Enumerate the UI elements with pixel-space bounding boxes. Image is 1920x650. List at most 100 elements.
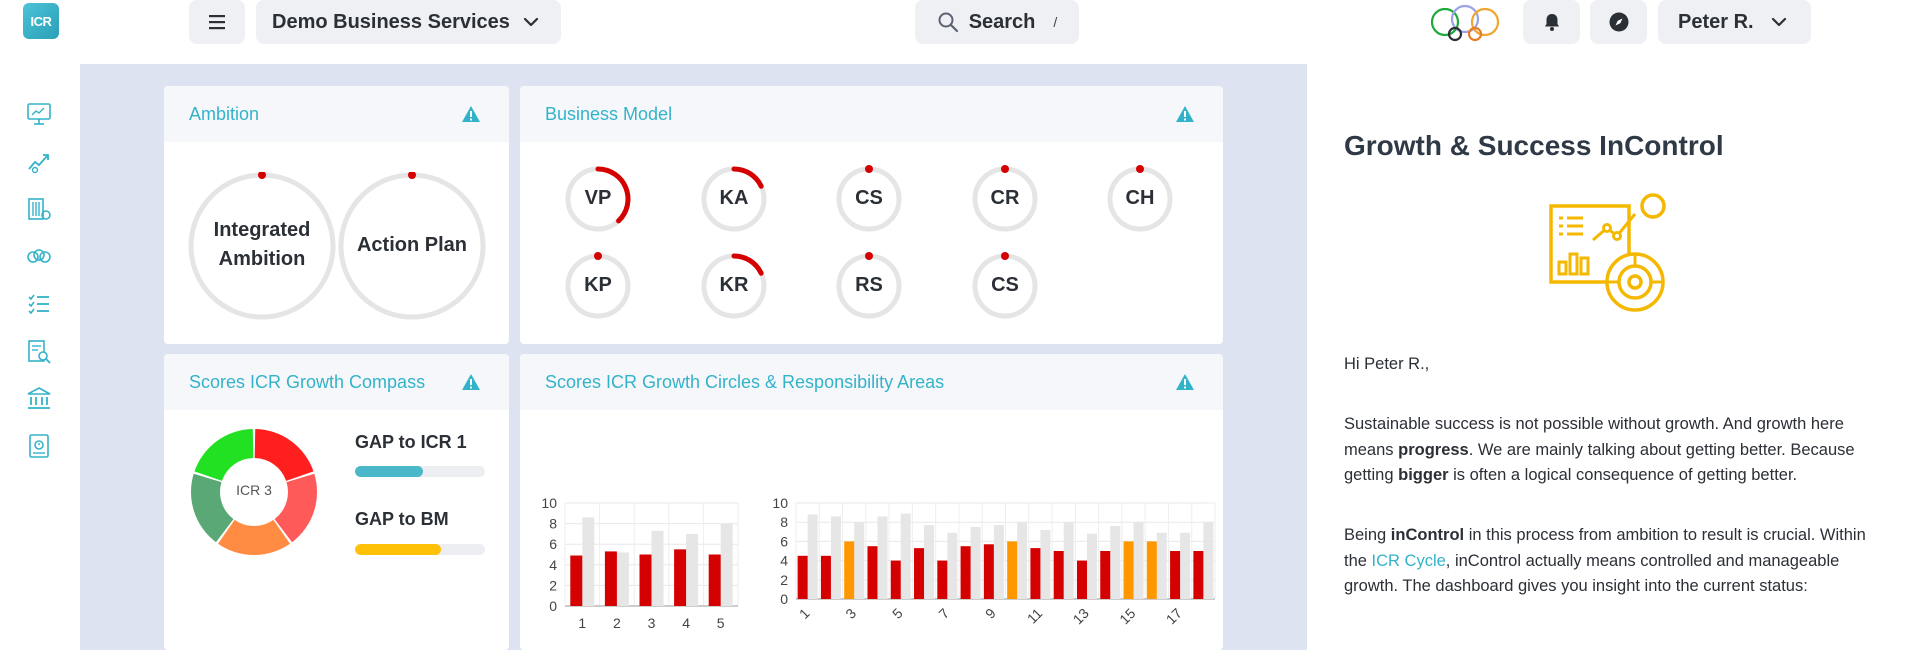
icr-cycle-link[interactable]: ICR Cycle	[1371, 551, 1446, 570]
bank-icon[interactable]	[26, 386, 52, 412]
bar-reference[interactable]	[854, 522, 865, 599]
bar-score[interactable]	[639, 554, 652, 607]
bar-score[interactable]	[937, 560, 948, 599]
building-icon[interactable]	[26, 196, 52, 222]
notifications-button[interactable]	[1523, 0, 1580, 44]
x-tick-label: 11	[1024, 605, 1046, 627]
checklist-icon[interactable]	[26, 291, 52, 317]
bm-ring-label: CS	[991, 274, 1019, 296]
warning-icon[interactable]	[461, 104, 481, 124]
bar-reference[interactable]	[1133, 522, 1144, 599]
bm-ring-label: RS	[855, 274, 883, 296]
y-tick-label: 6	[780, 533, 788, 549]
warning-icon[interactable]	[1175, 372, 1195, 392]
bar-reference[interactable]	[616, 552, 629, 606]
donut-segment-5[interactable]	[194, 429, 254, 481]
user-menu[interactable]: Peter R.	[1658, 0, 1811, 44]
bm-ring-cs[interactable]	[970, 251, 1040, 321]
explore-button[interactable]	[1590, 0, 1647, 44]
x-tick-label: 4	[682, 615, 690, 631]
bar-score[interactable]	[570, 555, 583, 606]
bm-ring-ch[interactable]	[1105, 164, 1175, 234]
bar-score[interactable]	[1123, 541, 1134, 599]
bar-reference[interactable]	[582, 517, 595, 606]
y-tick-label: 8	[549, 516, 557, 532]
bar-score[interactable]	[674, 549, 687, 606]
action-plan-ring[interactable]	[338, 172, 486, 320]
bar-score[interactable]	[1193, 551, 1204, 599]
bar-score[interactable]	[1053, 551, 1064, 599]
y-tick-label: 8	[780, 514, 788, 530]
bar-reference[interactable]	[651, 530, 664, 606]
bar-reference[interactable]	[720, 523, 733, 606]
report-search-icon[interactable]	[26, 339, 52, 365]
bm-ring-cs[interactable]	[834, 164, 904, 234]
bar-score[interactable]	[708, 554, 721, 607]
menu-button[interactable]	[189, 0, 245, 44]
bm-ring-kp[interactable]	[563, 251, 633, 321]
hamburger-icon	[209, 15, 225, 30]
bar-score[interactable]	[1030, 548, 1041, 599]
x-tick-label: 3	[842, 605, 859, 622]
bar-score[interactable]	[1007, 541, 1018, 599]
bar-reference[interactable]	[993, 525, 1004, 599]
bar-reference[interactable]	[1086, 533, 1097, 599]
growth-icon[interactable]	[26, 149, 52, 175]
bar-reference[interactable]	[924, 525, 935, 599]
bar-score[interactable]	[867, 546, 878, 599]
bar-score[interactable]	[1170, 551, 1181, 599]
bar-reference[interactable]	[830, 516, 841, 599]
app-logo[interactable]: ICR	[23, 3, 59, 39]
bm-ring-cr[interactable]	[970, 164, 1040, 234]
bar-score[interactable]	[1146, 541, 1157, 599]
bar-score[interactable]	[1100, 551, 1111, 599]
bm-ring-rs[interactable]	[834, 251, 904, 321]
donut-segment-1[interactable]	[254, 429, 314, 481]
gap-icr1-bar	[355, 466, 485, 477]
bar-reference[interactable]	[900, 513, 911, 599]
donut-segment-2[interactable]	[274, 473, 317, 543]
warning-icon[interactable]	[1175, 104, 1195, 124]
dashboard-icon[interactable]	[26, 101, 52, 127]
bar-score[interactable]	[604, 551, 617, 606]
bar-score[interactable]	[844, 541, 855, 599]
bar-reference[interactable]	[807, 514, 818, 599]
bar-reference[interactable]	[1063, 522, 1074, 599]
bar-score[interactable]	[960, 546, 971, 599]
bar-score[interactable]	[890, 560, 901, 599]
warning-icon[interactable]	[461, 372, 481, 392]
donut-segment-4[interactable]	[191, 473, 234, 543]
bm-ring-kr[interactable]	[699, 251, 769, 321]
bar-reference[interactable]	[970, 527, 981, 599]
bar-reference[interactable]	[1110, 526, 1121, 599]
bar-reference[interactable]	[1040, 529, 1051, 599]
book-icon[interactable]	[26, 433, 52, 459]
bar-score[interactable]	[983, 544, 994, 599]
bar-score[interactable]	[797, 555, 808, 599]
panel-title: Growth & Success InControl	[1344, 130, 1724, 161]
bar-reference[interactable]	[1180, 532, 1191, 599]
compass-icon	[1609, 12, 1628, 32]
growth-compass-donut[interactable]	[190, 428, 318, 556]
bar-reference[interactable]	[1156, 532, 1167, 599]
bar-reference[interactable]	[1017, 522, 1028, 599]
search-shortcut: /	[1053, 14, 1058, 30]
y-tick-label: 0	[549, 598, 557, 614]
bar-reference[interactable]	[686, 533, 699, 606]
y-tick-label: 4	[780, 553, 788, 569]
business-select[interactable]: Demo Business Services	[256, 0, 561, 44]
bar-reference[interactable]	[877, 516, 888, 599]
bar-score[interactable]	[1076, 560, 1087, 599]
bar-score[interactable]	[914, 548, 925, 599]
bm-ring-vp[interactable]	[563, 164, 633, 234]
circles-icon[interactable]	[26, 244, 52, 270]
bar-score[interactable]	[820, 555, 831, 599]
integrated-ambition-ring[interactable]	[188, 172, 336, 320]
gap-icr1-label: GAP to ICR 1	[355, 432, 467, 452]
donut-segment-3[interactable]	[218, 519, 290, 555]
bar-reference[interactable]	[947, 532, 958, 599]
search-button[interactable]: Search /	[915, 0, 1079, 44]
bm-ring-ka[interactable]	[699, 164, 769, 234]
bar-reference[interactable]	[1203, 522, 1214, 599]
